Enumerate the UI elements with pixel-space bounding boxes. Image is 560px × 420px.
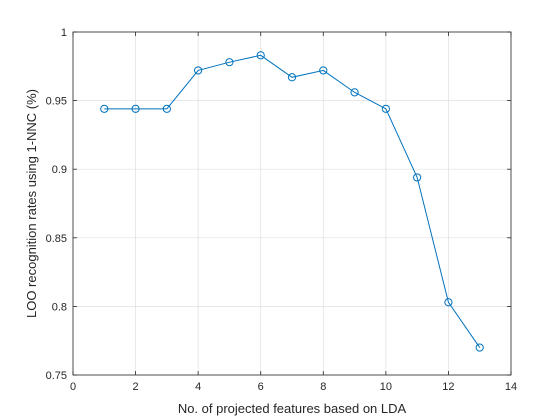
data-point [225,58,234,67]
ticks: 0 2 4 6 8 10 12 14 0.75 0.8 0.85 0.9 0.95 1 [46,27,518,393]
data-point [444,298,453,307]
grid [72,31,512,376]
data-point [256,51,265,60]
data-point [131,104,140,113]
y-tick-label: 1 [61,27,67,39]
x-tick-label: 8 [320,381,326,393]
x-tick-label: 12 [442,381,454,393]
x-tick-label: 0 [70,381,76,393]
y-axis-label: LOO recognition rates using 1-NNC (%) [24,89,39,318]
data-point [475,343,484,352]
x-tick-label: 6 [258,381,264,393]
data-point [350,88,359,97]
y-tick-label: 0.85 [46,233,67,245]
x-axis-label: No. of projected features based on LDA [178,401,407,416]
y-tick-label: 0.8 [52,301,67,313]
x-tick-label: 14 [505,381,517,393]
y-tick-label: 0.9 [52,164,67,176]
data-point [194,66,203,75]
data-point [319,66,328,75]
axes-box [72,31,512,376]
data-point [413,173,422,182]
data-point [100,104,109,113]
x-tick-label: 10 [380,381,392,393]
data-point [162,104,171,113]
data-point [381,104,390,113]
data-point [287,73,297,82]
series-line [104,54,481,348]
x-tick-label: 2 [133,381,139,393]
y-tick-label: 0.95 [46,96,67,108]
y-tick-label: 0.75 [46,370,67,382]
series-layer [100,51,484,352]
x-tick-label: 4 [195,381,201,393]
